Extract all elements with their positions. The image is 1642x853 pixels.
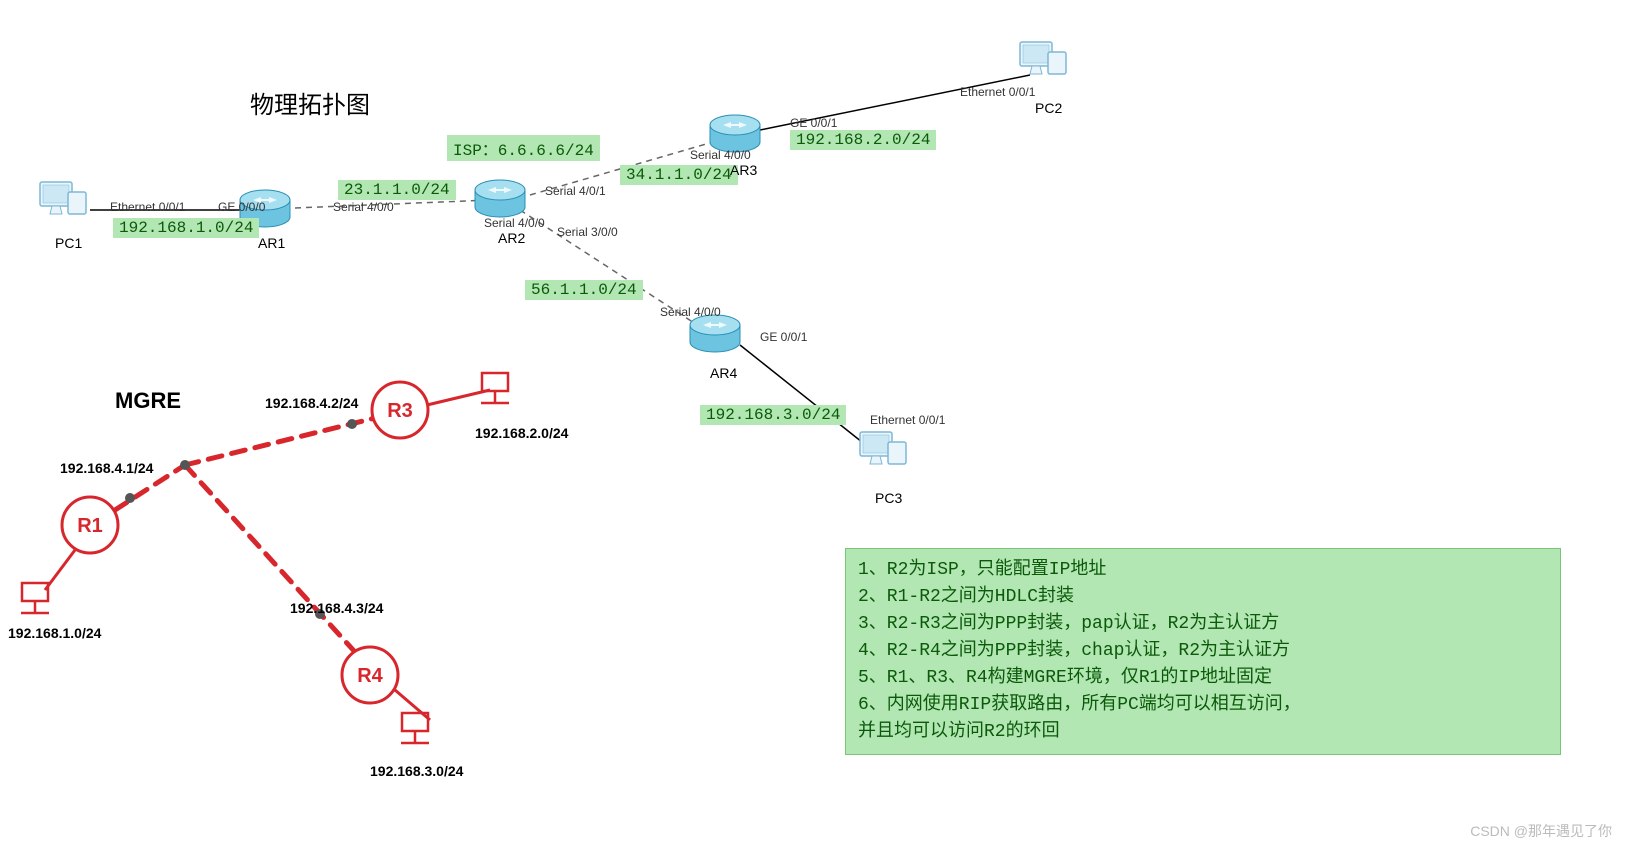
pc3-icon <box>860 432 906 464</box>
ar2-s40: Serial 4/0/0 <box>484 216 545 230</box>
net23-label: 23.1.1.0/24 <box>338 180 456 200</box>
pc2-port: Ethernet 0/0/1 <box>960 85 1035 99</box>
diagram-title: 物理拓扑图 <box>250 85 370 120</box>
pc3net-label: 192.168.3.0/24 <box>700 405 846 425</box>
ar2-icon <box>475 180 525 217</box>
ar4-name: AR4 <box>710 365 737 381</box>
requirement-line: 3、R2-R3之间为PPP封装，pap认证，R2为主认证方 <box>858 611 1548 638</box>
requirement-line: 1、R2为ISP，只能配置IP地址 <box>858 557 1548 584</box>
svg-text:R4: R4 <box>357 665 383 687</box>
requirement-line: 4、R2-R4之间为PPP封装，chap认证，R2为主认证方 <box>858 638 1548 665</box>
pc2-name: PC2 <box>1035 100 1062 116</box>
ar1-name: AR1 <box>258 235 285 251</box>
pc3-name: PC3 <box>875 490 902 506</box>
r3-ip: 192.168.4.2/24 <box>265 395 358 411</box>
r4-ip: 192.168.4.3/24 <box>290 600 383 616</box>
r3-sub: 192.168.2.0/24 <box>475 425 568 441</box>
pc1net-label: 192.168.1.0/24 <box>113 218 259 238</box>
svg-text:R1: R1 <box>77 515 103 537</box>
pc1-icon <box>40 182 86 214</box>
ar3-name: AR3 <box>730 162 757 178</box>
pc2net-label: 192.168.2.0/24 <box>790 130 936 150</box>
net34-label: 34.1.1.0/24 <box>620 165 738 185</box>
ar4-ge: GE 0/0/1 <box>760 330 807 344</box>
r1-ip: 192.168.4.1/24 <box>60 460 153 476</box>
r4-sub: 192.168.3.0/24 <box>370 763 463 779</box>
ar2-name: AR2 <box>498 230 525 246</box>
watermark: CSDN @那年遇见了你 <box>1470 821 1612 841</box>
pc1-name: PC1 <box>55 235 82 251</box>
ar3-icon <box>710 115 760 152</box>
ar4-s: Serial 4/0/0 <box>660 305 721 319</box>
isp-label: ISP：6.6.6.6/24 <box>447 135 600 161</box>
net56-label: 56.1.1.0/24 <box>525 280 643 300</box>
ar4-icon <box>690 315 740 352</box>
pc1-port: Ethernet 0/0/1 <box>110 200 185 214</box>
r3-pc-icon <box>481 373 509 403</box>
ar3-ge: GE 0/0/1 <box>790 116 837 130</box>
r1-sub: 192.168.1.0/24 <box>8 625 101 641</box>
requirement-line: 6、内网使用RIP获取路由，所有PC端均可以相互访问， <box>858 692 1548 719</box>
ar1-s: Serial 4/0/0 <box>333 200 394 214</box>
requirements-box: 1、R2为ISP，只能配置IP地址2、R1-R2之间为HDLC封装3、R2-R3… <box>845 548 1561 755</box>
requirement-line: 5、R1、R3、R4构建MGRE环境，仅R1的IP地址固定 <box>858 665 1548 692</box>
pc3-port: Ethernet 0/0/1 <box>870 413 945 427</box>
mgre-title: MGRE <box>115 388 181 414</box>
ar2-s30: Serial 3/0/0 <box>557 225 618 239</box>
pc2-icon <box>1020 42 1066 74</box>
svg-text:R3: R3 <box>387 400 413 422</box>
requirement-line: 并且均可以访问R2的环回 <box>858 719 1548 746</box>
requirement-line: 2、R1-R2之间为HDLC封装 <box>858 584 1548 611</box>
ar2-s41: Serial 4/0/1 <box>545 184 606 198</box>
ar3-s: Serial 4/0/0 <box>690 148 751 162</box>
ar1-ge: GE 0/0/0 <box>218 200 265 214</box>
r1-pc-icon <box>21 583 49 613</box>
